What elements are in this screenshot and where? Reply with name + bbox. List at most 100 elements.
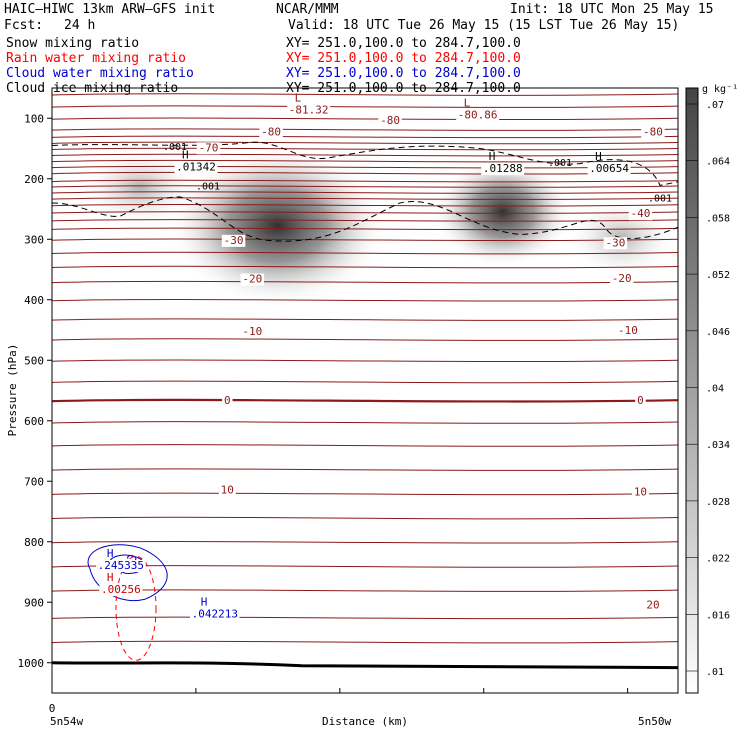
temperature-contour [52, 165, 678, 169]
snow-shading-blob [432, 157, 573, 268]
y-tick-label: 1000 [18, 657, 45, 670]
temperature-contour [52, 421, 678, 424]
temperature-contour-label-bg [609, 272, 634, 285]
forecast-hour: 24 h [64, 18, 95, 33]
temperature-contour-label-bg [628, 208, 653, 221]
y-axis-label: Pressure (hPa) [6, 344, 19, 437]
temperature-contour [52, 93, 678, 96]
temperature-contour-label: 10 [634, 486, 647, 499]
colorbar-tick-label: .052 [706, 270, 730, 281]
init-time: Init: 18 UTC Mon 25 May 15 [510, 2, 714, 17]
colorbar-tick-label: .04 [706, 384, 724, 395]
cloud-water-contour [108, 554, 145, 574]
extremum-label-bg [99, 584, 143, 597]
temperature-contour [52, 171, 678, 175]
y-tick-label: 500 [24, 354, 44, 367]
colorbar-tick-label: .028 [706, 497, 730, 508]
temperature-contour-label: -40 [631, 207, 651, 220]
temperature-contour [52, 298, 678, 302]
colorbar-tick-label: .046 [706, 327, 730, 338]
colorbar-ticks: .01 .016 .022 .028 .034 .04 .046 .052 .058 .064 .0… [686, 100, 730, 678]
y-tick-label: 200 [24, 173, 44, 186]
field-xy: XY= 251.0,100.0 to 284.7,100.0 [286, 66, 521, 81]
temperature-contour-label: -80 [380, 114, 400, 127]
temperature-contour-label: -80 [643, 126, 663, 139]
extremum-marker: H [107, 547, 114, 560]
extremum-label-bg [587, 163, 631, 176]
extremum-label-bg [190, 608, 240, 621]
temperature-contour [52, 640, 678, 644]
extremum-marker: H [107, 571, 114, 584]
temperature-contour [52, 191, 678, 194]
temperature-contour [52, 197, 678, 200]
temperature-contour-label-bg [196, 142, 221, 155]
temperature-contour [52, 468, 678, 471]
extremum-marker: H [595, 150, 602, 163]
temperature-contour [52, 565, 678, 568]
y-tick-label: 800 [24, 536, 44, 549]
temperature-contour-label: -30 [605, 236, 625, 249]
temperature-contour [52, 105, 678, 108]
extremum-label: .01342 [176, 160, 216, 173]
temperature-contour-label-bg [259, 126, 283, 139]
extremum-label: .01288 [483, 162, 523, 175]
temperature-contour [52, 185, 678, 188]
temperature-contour [52, 135, 678, 139]
y-tick-label: 100 [24, 112, 44, 125]
temperature-contour-label: -10 [618, 324, 638, 337]
valid-time: Valid: 18 UTC Tue 26 May 15 (15 LST Tue … [288, 18, 679, 33]
extremum-label: -80.86 [458, 108, 498, 121]
extremum-label: .042213 [192, 607, 238, 620]
temperature-contour [52, 159, 678, 163]
extremum-label-bg [456, 109, 500, 122]
temperature-contour [52, 444, 678, 447]
temperature-contour [52, 147, 678, 151]
temperature-contour-label: -20 [242, 273, 262, 286]
field-xy: XY= 251.0,100.0 to 284.7,100.0 [286, 51, 521, 66]
y-tick-label: 400 [24, 294, 44, 307]
field-legend: Snow mixing ratio XY= 251.0,100.0 to 284.… [6, 36, 521, 96]
y-tick-label: 700 [24, 475, 44, 488]
extremum-marker: L [464, 96, 471, 109]
extremum-label: -81.32 [289, 103, 329, 116]
colorbar-unit: g kg⁻¹ [702, 84, 738, 95]
plot-frame [51, 87, 679, 694]
extremum-label-bg [481, 163, 525, 176]
colorbar-tick-label: .07 [706, 100, 724, 111]
temperature-contour [52, 540, 678, 544]
colorbar-tick-label: .064 [706, 157, 730, 168]
x-axis-label: Distance (km) [322, 715, 408, 728]
temperature-contour-label-bg [635, 395, 646, 408]
temperature-contour [52, 128, 678, 131]
temperature-contour-label-bg [631, 486, 649, 499]
cloud-ice-contour-label: .001 [196, 181, 220, 192]
temperature-contour [52, 516, 678, 520]
temperature-contour-label: 10 [221, 484, 234, 497]
temperature-contour-label-bg [240, 273, 265, 286]
temperature-contour [52, 398, 678, 403]
temperature-contour-label: -10 [242, 325, 262, 338]
colorbar-tick-label: .022 [706, 554, 730, 565]
cloud-ice-contour-label: .001 [548, 158, 572, 169]
colorbar-tick-label: .016 [706, 610, 730, 621]
extremum-label-bg [174, 161, 218, 174]
temperature-contour-label: 0 [224, 394, 231, 407]
temperature-contour [52, 141, 678, 145]
temperature-contour-label: -70 [199, 141, 219, 154]
temperature-contour-label-bg [378, 115, 402, 128]
temperature-contour [52, 380, 678, 384]
temperature-contour-label: 0 [637, 394, 644, 407]
temperature-contour [52, 179, 678, 183]
y-tick-label: 600 [24, 415, 44, 428]
temperature-contour [52, 153, 678, 157]
cloud-ice-contour-label: .001 [163, 142, 187, 153]
field-xy: XY= 251.0,100.0 to 284.7,100.0 [286, 36, 521, 51]
cloud-ice-contour-label: .001 [648, 194, 672, 205]
temperature-contour [52, 616, 678, 620]
extremum-marker: H [182, 148, 189, 161]
x-end-label: 5n50w [638, 715, 671, 728]
temperature-contour [52, 359, 678, 363]
extremum-label-bg [287, 104, 331, 117]
